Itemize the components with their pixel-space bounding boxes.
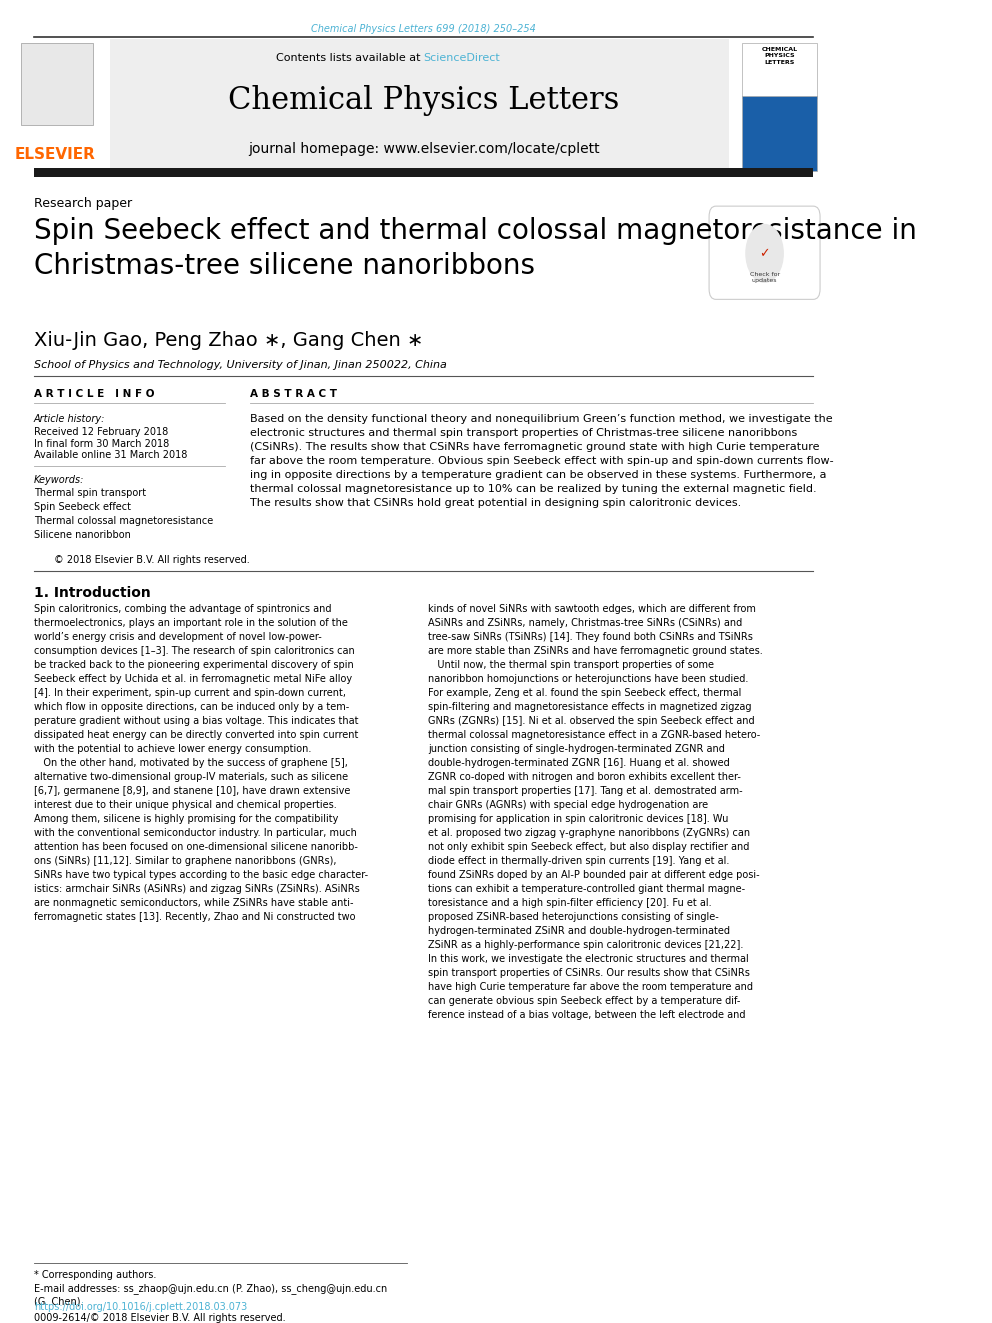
Text: Article history:: Article history: [34, 414, 105, 423]
FancyBboxPatch shape [110, 40, 728, 171]
Text: Spin Seebeck effect and thermal colossal magnetoresistance in
Christmas-tree sil: Spin Seebeck effect and thermal colossal… [34, 217, 917, 280]
Text: * Corresponding authors.: * Corresponding authors. [34, 1270, 157, 1279]
Text: Research paper: Research paper [34, 197, 132, 210]
Text: Check for
updates: Check for updates [750, 271, 780, 283]
Text: Thermal spin transport: Thermal spin transport [34, 488, 146, 499]
FancyBboxPatch shape [742, 44, 816, 98]
Text: ✓: ✓ [759, 247, 770, 259]
Text: Chemical Physics Letters 699 (2018) 250–254: Chemical Physics Letters 699 (2018) 250–… [311, 24, 536, 33]
Text: Available online 31 March 2018: Available online 31 March 2018 [34, 450, 187, 460]
FancyBboxPatch shape [34, 168, 813, 177]
Text: Based on the density functional theory and nonequilibrium Green’s function metho: Based on the density functional theory a… [250, 414, 833, 508]
Text: Spin caloritronics, combing the advantage of spintronics and
thermoelectronics, : Spin caloritronics, combing the advantag… [34, 605, 368, 922]
Text: School of Physics and Technology, University of Jinan, Jinan 250022, China: School of Physics and Technology, Univer… [34, 360, 446, 369]
Text: Xiu-Jin Gao, Peng Zhao ∗, Gang Chen ∗: Xiu-Jin Gao, Peng Zhao ∗, Gang Chen ∗ [34, 331, 424, 349]
Text: In final form 30 March 2018: In final form 30 March 2018 [34, 438, 170, 448]
Text: 1. Introduction: 1. Introduction [34, 586, 151, 599]
Text: Thermal colossal magnetoresistance: Thermal colossal magnetoresistance [34, 516, 213, 527]
Text: Spin Seebeck effect: Spin Seebeck effect [34, 503, 131, 512]
Text: Received 12 February 2018: Received 12 February 2018 [34, 427, 168, 437]
FancyBboxPatch shape [742, 95, 816, 171]
Text: ScienceDirect: ScienceDirect [424, 53, 500, 62]
Circle shape [746, 225, 784, 282]
Text: Chemical Physics Letters: Chemical Physics Letters [228, 86, 619, 116]
Text: https://doi.org/10.1016/j.cplett.2018.03.073: https://doi.org/10.1016/j.cplett.2018.03… [34, 1303, 247, 1312]
Text: Keywords:: Keywords: [34, 475, 84, 486]
Text: Contents lists available at: Contents lists available at [276, 53, 424, 62]
Text: A R T I C L E   I N F O: A R T I C L E I N F O [34, 389, 155, 398]
Text: E-mail addresses: ss_zhaop@ujn.edu.cn (P. Zhao), ss_cheng@ujn.edu.cn
(G. Chen).: E-mail addresses: ss_zhaop@ujn.edu.cn (P… [34, 1283, 387, 1307]
FancyBboxPatch shape [709, 206, 820, 299]
Text: Silicene nanoribbon: Silicene nanoribbon [34, 529, 131, 540]
Text: kinds of novel SiNRs with sawtooth edges, which are different from
ASiNRs and ZS: kinds of novel SiNRs with sawtooth edges… [428, 605, 763, 1020]
Text: ELSEVIER: ELSEVIER [15, 147, 95, 161]
Text: 0009-2614/© 2018 Elsevier B.V. All rights reserved.: 0009-2614/© 2018 Elsevier B.V. All right… [34, 1312, 286, 1323]
FancyBboxPatch shape [21, 44, 93, 124]
Text: CHEMICAL
PHYSICS
LETTERS: CHEMICAL PHYSICS LETTERS [761, 48, 798, 65]
Text: A B S T R A C T: A B S T R A C T [250, 389, 337, 398]
Text: © 2018 Elsevier B.V. All rights reserved.: © 2018 Elsevier B.V. All rights reserved… [55, 556, 250, 565]
Text: journal homepage: www.elsevier.com/locate/cplett: journal homepage: www.elsevier.com/locat… [248, 142, 599, 156]
